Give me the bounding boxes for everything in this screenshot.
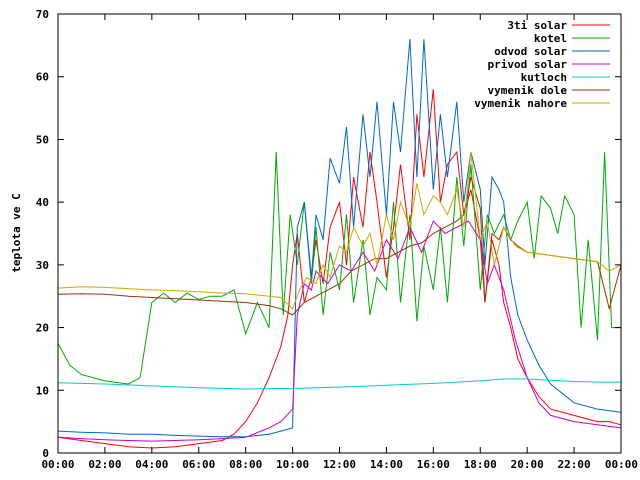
y-tick-label-4: 40 — [36, 196, 49, 209]
legend-label-1: 3ti solar — [507, 19, 567, 32]
x-tick-label-2: 04:00 — [135, 458, 168, 471]
legend-label-2: kotel — [534, 32, 567, 45]
legend-label-7: vymenik nahore — [474, 97, 567, 110]
x-tick-label-3: 06:00 — [182, 458, 215, 471]
x-tick-label-0: 00:00 — [41, 458, 74, 471]
y-tick-label-2: 20 — [36, 322, 49, 335]
series-line-2 — [57, 151, 621, 385]
x-tick-label-4: 08:00 — [229, 458, 262, 471]
x-tick-label-8: 16:00 — [417, 458, 450, 471]
y-tick-label-1: 10 — [36, 384, 49, 397]
x-tick-label-1: 02:00 — [88, 458, 121, 471]
x-tick-label-9: 18:00 — [464, 458, 497, 471]
series-line-5 — [57, 378, 621, 390]
y-axis-label: teplota ve C — [10, 193, 23, 272]
legend-label-6: vymenik dole — [488, 84, 568, 97]
legend-label-5: kutloch — [521, 71, 567, 84]
y-tick-label-7: 70 — [36, 8, 49, 21]
legend-label-4: privod solar — [488, 58, 568, 71]
legend-label-3: odvod solar — [494, 45, 567, 58]
axes-layer: 0 10 20 30 40 50 60 70 00:00 02:00 04:00 06:00 08:00… — [36, 8, 638, 471]
series-layer — [57, 39, 622, 449]
x-tick-label-6: 12:00 — [323, 458, 356, 471]
x-tick-label-10: 20:00 — [511, 458, 544, 471]
y-tick-label-5: 50 — [36, 133, 49, 146]
x-tick-label-12: 00:00 — [605, 458, 638, 471]
x-tick-label-7: 14:00 — [370, 458, 403, 471]
x-tick-label-11: 22:00 — [558, 458, 591, 471]
y-tick-label-3: 30 — [36, 259, 49, 272]
y-tick-label-0: 0 — [42, 447, 49, 460]
x-tick-label-5: 10:00 — [276, 458, 309, 471]
y-tick-label-6: 60 — [36, 71, 49, 84]
series-line-7 — [57, 151, 622, 310]
series-line-1 — [57, 89, 622, 449]
